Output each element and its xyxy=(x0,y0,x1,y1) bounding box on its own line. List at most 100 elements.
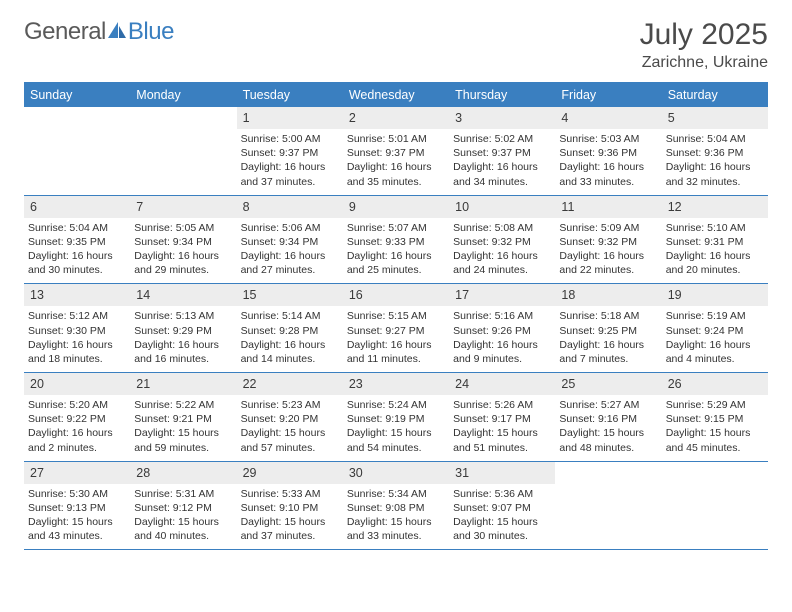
day-number: 13 xyxy=(30,288,44,302)
cell-line: and 20 minutes. xyxy=(666,263,764,277)
calendar-cell: 6Sunrise: 5:04 AMSunset: 9:35 PMDaylight… xyxy=(24,196,130,284)
cell-line: Sunset: 9:31 PM xyxy=(666,235,764,249)
day-number-row: 29 xyxy=(237,462,343,484)
cell-line: Daylight: 15 hours xyxy=(134,426,232,440)
cell-line: and 59 minutes. xyxy=(134,441,232,455)
calendar-week: 20Sunrise: 5:20 AMSunset: 9:22 PMDayligh… xyxy=(24,373,768,462)
calendar-week: 1Sunrise: 5:00 AMSunset: 9:37 PMDaylight… xyxy=(24,107,768,196)
month-title: July 2025 xyxy=(640,18,768,52)
day-number-row: 30 xyxy=(343,462,449,484)
day-number: 26 xyxy=(668,377,682,391)
location-label: Zarichne, Ukraine xyxy=(640,54,768,72)
calendar-cell: 29Sunrise: 5:33 AMSunset: 9:10 PMDayligh… xyxy=(237,462,343,550)
cell-line: Sunrise: 5:05 AM xyxy=(134,221,232,235)
cell-line: Sunset: 9:32 PM xyxy=(559,235,657,249)
cell-line: Daylight: 16 hours xyxy=(453,249,551,263)
cell-line: Sunrise: 5:02 AM xyxy=(453,132,551,146)
calendar-cell xyxy=(130,107,236,195)
title-block: July 2025 Zarichne, Ukraine xyxy=(640,18,768,72)
cell-line: Sunrise: 5:29 AM xyxy=(666,398,764,412)
cell-line: Sunset: 9:08 PM xyxy=(347,501,445,515)
day-number: 6 xyxy=(30,200,37,214)
calendar-cell: 23Sunrise: 5:24 AMSunset: 9:19 PMDayligh… xyxy=(343,373,449,461)
day-number-row: 20 xyxy=(24,373,130,395)
cell-line: and 24 minutes. xyxy=(453,263,551,277)
cell-line: and 14 minutes. xyxy=(241,352,339,366)
cell-line: Sunset: 9:22 PM xyxy=(28,412,126,426)
cell-line: Sunrise: 5:04 AM xyxy=(28,221,126,235)
cell-line: Sunset: 9:34 PM xyxy=(134,235,232,249)
day-number-row: 26 xyxy=(662,373,768,395)
calendar-cell: 5Sunrise: 5:04 AMSunset: 9:36 PMDaylight… xyxy=(662,107,768,195)
calendar-cell: 25Sunrise: 5:27 AMSunset: 9:16 PMDayligh… xyxy=(555,373,661,461)
day-number: 12 xyxy=(668,200,682,214)
calendar-cell: 7 Sunrise: 5:05 AMSunset: 9:34 PMDaylight… xyxy=(130,196,236,284)
cell-line: and 33 minutes. xyxy=(347,529,445,543)
day-number-row: 22 xyxy=(237,373,343,395)
calendar-cell: 4Sunrise: 5:03 AMSunset: 9:36 PMDaylight… xyxy=(555,107,661,195)
calendar-cell: 8Sunrise: 5:06 AMSunset: 9:34 PMDaylight… xyxy=(237,196,343,284)
day-number-row: 2 xyxy=(343,107,449,129)
cell-line: Sunrise: 5:22 AM xyxy=(134,398,232,412)
day-number-row: 13 xyxy=(24,284,130,306)
cell-line: Daylight: 16 hours xyxy=(453,338,551,352)
day-number-row: 6 xyxy=(24,196,130,218)
cell-line: Daylight: 16 hours xyxy=(134,249,232,263)
calendar-cell xyxy=(662,462,768,550)
day-number: 7 xyxy=(136,200,143,214)
cell-line: Daylight: 15 hours xyxy=(28,515,126,529)
day-number-row: 28 xyxy=(130,462,236,484)
cell-line: Sunrise: 5:10 AM xyxy=(666,221,764,235)
cell-line: and 29 minutes. xyxy=(134,263,232,277)
calendar-cell: 11Sunrise: 5:09 AMSunset: 9:32 PMDayligh… xyxy=(555,196,661,284)
calendar-cell: 10Sunrise: 5:08 AMSunset: 9:32 PMDayligh… xyxy=(449,196,555,284)
day-number: 5 xyxy=(668,111,675,125)
cell-line: Sunset: 9:37 PM xyxy=(347,146,445,160)
day-number-row: 17 xyxy=(449,284,555,306)
cell-line: Sunset: 9:33 PM xyxy=(347,235,445,249)
cell-line: and 33 minutes. xyxy=(559,175,657,189)
cell-line: Sunrise: 5:23 AM xyxy=(241,398,339,412)
cell-line: and 57 minutes. xyxy=(241,441,339,455)
cell-line: Sunrise: 5:00 AM xyxy=(241,132,339,146)
day-number-row: 8 xyxy=(237,196,343,218)
logo-sail-icon xyxy=(106,20,128,45)
day-header: Thursday xyxy=(449,84,555,107)
cell-line: and 34 minutes. xyxy=(453,175,551,189)
cell-line: Sunset: 9:30 PM xyxy=(28,324,126,338)
calendar-cell: 21 Sunrise: 5:22 AMSunset: 9:21 PMDayligh… xyxy=(130,373,236,461)
cell-line: Sunrise: 5:19 AM xyxy=(666,309,764,323)
day-number-row: 15 xyxy=(237,284,343,306)
day-number-row: 27 xyxy=(24,462,130,484)
day-number-row: 12 xyxy=(662,196,768,218)
cell-line: and 22 minutes. xyxy=(559,263,657,277)
page-header: General Blue July 2025 Zarichne, Ukraine xyxy=(24,18,768,72)
calendar-cell: 20Sunrise: 5:20 AMSunset: 9:22 PMDayligh… xyxy=(24,373,130,461)
cell-line: and 37 minutes. xyxy=(241,529,339,543)
calendar-cell: 30Sunrise: 5:34 AMSunset: 9:08 PMDayligh… xyxy=(343,462,449,550)
cell-line: Daylight: 15 hours xyxy=(347,515,445,529)
cell-line: Daylight: 16 hours xyxy=(666,160,764,174)
cell-line: and 32 minutes. xyxy=(666,175,764,189)
cell-line: and 45 minutes. xyxy=(666,441,764,455)
calendar-week: 13Sunrise: 5:12 AMSunset: 9:30 PMDayligh… xyxy=(24,284,768,373)
calendar-cell: 15Sunrise: 5:14 AMSunset: 9:28 PMDayligh… xyxy=(237,284,343,372)
day-number: 18 xyxy=(561,288,575,302)
cell-line: Sunset: 9:35 PM xyxy=(28,235,126,249)
day-number: 25 xyxy=(561,377,575,391)
cell-line: Daylight: 15 hours xyxy=(134,515,232,529)
calendar-cell: 17Sunrise: 5:16 AMSunset: 9:26 PMDayligh… xyxy=(449,284,555,372)
day-number: 15 xyxy=(243,288,257,302)
cell-line: Daylight: 15 hours xyxy=(241,515,339,529)
cell-line: Sunset: 9:21 PM xyxy=(134,412,232,426)
cell-line: Daylight: 15 hours xyxy=(453,515,551,529)
day-number: 11 xyxy=(561,200,574,214)
cell-line: and 43 minutes. xyxy=(28,529,126,543)
calendar-cell: 19Sunrise: 5:19 AMSunset: 9:24 PMDayligh… xyxy=(662,284,768,372)
day-number-row: 21 xyxy=(130,373,236,395)
cell-line: Sunset: 9:10 PM xyxy=(241,501,339,515)
cell-line: and 4 minutes. xyxy=(666,352,764,366)
day-header: Monday xyxy=(130,84,236,107)
cell-line: Daylight: 16 hours xyxy=(559,338,657,352)
day-number: 17 xyxy=(455,288,469,302)
